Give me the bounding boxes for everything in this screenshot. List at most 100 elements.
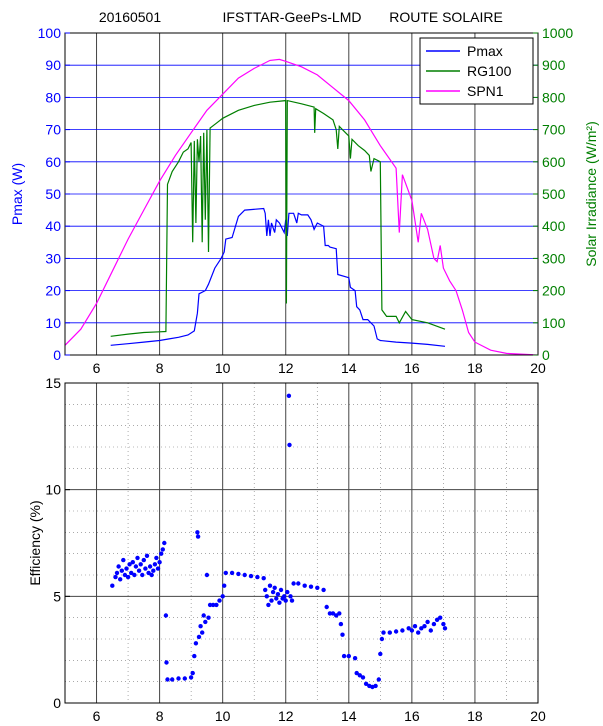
efficiency-point	[207, 602, 213, 608]
efficiency-point	[308, 584, 314, 589]
x-tick-label: 8	[156, 360, 164, 376]
efficiency-point	[400, 628, 405, 633]
efficiency-point	[376, 677, 381, 682]
efficiency-point	[379, 636, 385, 642]
efficiency-point	[409, 628, 415, 633]
efficiency-point	[419, 626, 424, 631]
efficiency-point	[324, 604, 329, 610]
x-tick-label: 6	[93, 708, 101, 724]
legend-label-pmax: Pmax	[467, 43, 503, 59]
efficiency-point	[416, 630, 421, 635]
efficiency-point	[113, 574, 118, 580]
efficiency-point	[144, 553, 150, 558]
y-tick-label: 10	[45, 315, 61, 331]
title-lab: IFSTTAR-GeePs-LMD	[223, 9, 362, 25]
efficiency-point	[270, 589, 276, 595]
efficiency-point	[130, 560, 135, 565]
y-tick-label: 10	[45, 482, 61, 498]
x-tick-label: 12	[278, 360, 294, 376]
efficiency-point	[438, 615, 443, 620]
efficiency-plot: 0 5 10 15 6 8 10 12 14 16 18 20 Efficiency (%)	[27, 375, 546, 724]
efficiency-point	[192, 653, 197, 659]
x-tick-label: 14	[341, 360, 357, 376]
efficiency-point	[122, 572, 128, 578]
plot-background	[65, 383, 538, 703]
efficiency-point	[165, 677, 170, 682]
efficiency-point	[151, 568, 156, 573]
y-tick-label: 0	[53, 347, 61, 363]
efficiency-point	[195, 530, 200, 535]
series-line-spn1	[64, 58, 539, 356]
efficiency-point	[114, 570, 120, 576]
efficiency-point	[282, 594, 287, 599]
efficiency-point	[146, 570, 151, 576]
efficiency-point	[267, 583, 273, 588]
efficiency-point	[441, 621, 446, 627]
efficiency-point	[200, 630, 205, 635]
efficiency-point	[321, 587, 326, 593]
efficiency-point	[176, 676, 181, 681]
efficiency-point	[195, 534, 201, 539]
efficiency-point	[204, 572, 210, 578]
x-tick-label: 18	[467, 360, 483, 376]
y-right-tick-label: 300	[542, 250, 566, 266]
efficiency-point	[263, 587, 268, 593]
y-axis-label: Efficiency (%)	[27, 500, 43, 585]
efficiency-point	[201, 613, 206, 618]
series-line-rg100	[110, 99, 446, 337]
efficiency-point	[132, 572, 137, 578]
x-tick-label: 12	[278, 708, 294, 724]
y-tick-label: 80	[45, 89, 61, 105]
efficiency-point	[334, 613, 339, 618]
efficiency-point	[428, 628, 433, 633]
efficiency-point	[157, 560, 162, 565]
y-right-tick-label: 1000	[542, 25, 573, 41]
y-right-tick-label: 800	[542, 89, 566, 105]
efficiency-point	[196, 634, 202, 640]
y-tick-label: 90	[45, 57, 61, 73]
efficiency-point	[141, 557, 146, 563]
efficiency-point	[229, 570, 235, 576]
efficiency-point	[198, 624, 203, 629]
efficiency-point	[277, 600, 282, 605]
efficiency-point	[272, 585, 277, 590]
x-tick-label: 20	[530, 360, 546, 376]
efficiency-point	[378, 651, 383, 657]
efficiency-point	[127, 562, 132, 567]
y-right-axis-label: Solar Irradiance (W/m²)	[583, 121, 599, 266]
efficiency-point	[261, 576, 266, 581]
y-tick-label: 30	[45, 250, 61, 266]
y-tick-label: 5	[53, 588, 61, 604]
efficiency-point	[352, 656, 358, 661]
y-right-tick-label: 400	[542, 218, 566, 234]
legend-label-rg100: RG100	[467, 63, 512, 79]
legend-label-spn1: SPN1	[467, 83, 504, 99]
efficiency-point	[193, 641, 199, 646]
x-tick-label: 6	[93, 360, 101, 376]
efficiency-point	[406, 626, 411, 631]
efficiency-point	[182, 676, 187, 681]
efficiency-point	[269, 598, 274, 603]
efficiency-point	[431, 621, 437, 627]
efficiency-point	[164, 660, 169, 665]
title-date: 20160501	[99, 9, 162, 25]
power-irradiance-plot: 0102030405060708090100010020030040050060…	[9, 25, 599, 376]
efficiency-point	[242, 572, 247, 578]
efficiency-point	[206, 615, 211, 620]
efficiency-point	[125, 574, 131, 580]
efficiency-point	[149, 572, 154, 578]
x-tick-label: 10	[215, 708, 231, 724]
efficiency-point	[264, 594, 269, 599]
y-tick-label: 60	[45, 154, 61, 170]
efficiency-point	[214, 602, 219, 608]
y-tick-label: 100	[38, 25, 62, 41]
efficiency-point	[278, 587, 284, 593]
y-tick-label: 15	[45, 375, 61, 391]
efficiency-point	[121, 557, 126, 563]
y-tick-label: 50	[45, 186, 61, 202]
efficiency-point	[338, 621, 344, 627]
efficiency-point	[434, 617, 440, 622]
efficiency-point	[147, 564, 153, 569]
efficiency-point	[163, 613, 169, 618]
efficiency-point	[129, 570, 134, 576]
